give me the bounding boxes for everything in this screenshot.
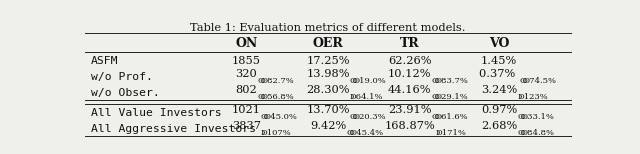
Text: 13.98%: 13.98%: [307, 69, 349, 79]
Text: 62.26%: 62.26%: [388, 56, 431, 66]
Text: All Value Investors: All Value Investors: [91, 108, 221, 118]
Text: ↂ20.3%: ↂ20.3%: [349, 113, 387, 122]
Text: VO: VO: [489, 37, 509, 50]
Text: All Aggressive Investors: All Aggressive Investors: [91, 124, 256, 134]
Text: ↁ64.1%: ↁ64.1%: [349, 93, 383, 101]
Text: ON: ON: [235, 37, 257, 50]
Text: ↂ84.8%: ↂ84.8%: [517, 129, 554, 137]
Text: 3.24%: 3.24%: [481, 85, 517, 95]
Text: ↂ29.1%: ↂ29.1%: [431, 93, 468, 101]
Text: 17.25%: 17.25%: [307, 56, 349, 66]
Text: w/o Obser.: w/o Obser.: [91, 88, 159, 98]
Text: 168.87%: 168.87%: [385, 121, 435, 131]
Text: 23.91%: 23.91%: [388, 105, 431, 115]
Text: 320: 320: [236, 69, 257, 79]
Text: ↂ19.0%: ↂ19.0%: [349, 77, 387, 85]
Text: ↂ82.7%: ↂ82.7%: [257, 77, 294, 85]
Text: 3837: 3837: [232, 121, 260, 131]
Text: 1.45%: 1.45%: [481, 56, 517, 66]
Text: ↂ33.1%: ↂ33.1%: [517, 113, 554, 122]
Text: ↂ45.4%: ↂ45.4%: [346, 129, 383, 137]
Text: ↂ83.7%: ↂ83.7%: [431, 77, 468, 85]
Text: 2.68%: 2.68%: [481, 121, 517, 131]
Text: ↂ74.5%: ↂ74.5%: [519, 77, 556, 85]
Text: ↁ107%: ↁ107%: [260, 129, 291, 137]
Text: w/o Prof.: w/o Prof.: [91, 72, 153, 82]
Text: ↁ123%: ↁ123%: [517, 93, 548, 101]
Text: 0.97%: 0.97%: [481, 105, 517, 115]
Text: ↁ171%: ↁ171%: [435, 129, 466, 137]
Text: ↂ56.8%: ↂ56.8%: [257, 93, 294, 101]
Text: 28.30%: 28.30%: [307, 85, 349, 95]
Text: 1855: 1855: [232, 56, 260, 66]
Text: 9.42%: 9.42%: [310, 121, 346, 131]
Text: 802: 802: [236, 85, 257, 95]
Text: ASFM: ASFM: [91, 56, 118, 66]
Text: ↂ61.6%: ↂ61.6%: [431, 113, 468, 122]
Text: 0.37%: 0.37%: [479, 69, 519, 79]
Text: TR: TR: [400, 37, 420, 50]
Text: 1021: 1021: [232, 105, 260, 115]
Text: ↂ45.0%: ↂ45.0%: [260, 113, 298, 122]
Text: Table 1: Evaluation metrics of different models.: Table 1: Evaluation metrics of different…: [190, 23, 466, 33]
Text: 13.70%: 13.70%: [307, 105, 349, 115]
Text: OER: OER: [312, 37, 344, 50]
Text: 44.16%: 44.16%: [388, 85, 431, 95]
Text: 10.12%: 10.12%: [388, 69, 431, 79]
